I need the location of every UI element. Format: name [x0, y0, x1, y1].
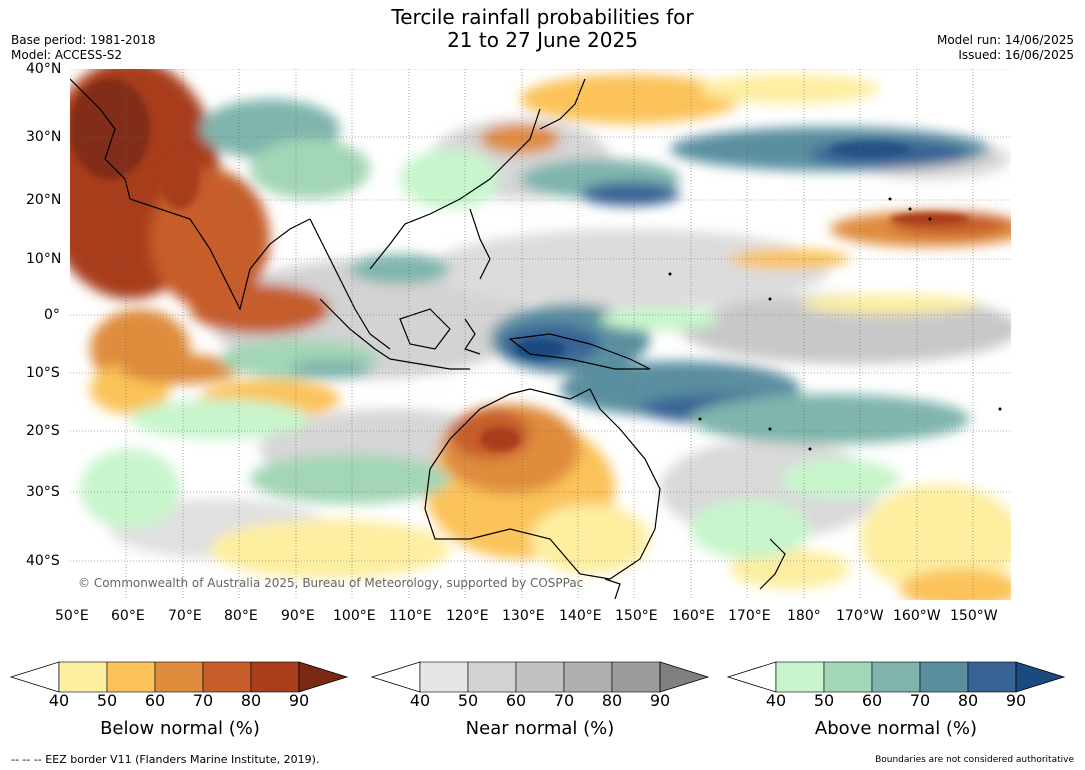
lon-label: 80°E — [224, 608, 258, 624]
colorbar-tick-label: 60 — [505, 691, 527, 710]
colorbar-cell — [919, 661, 969, 693]
colorbar-tick-label: 50 — [813, 691, 835, 710]
lon-label: 110°E — [389, 608, 432, 624]
lon-label: 160°W — [893, 608, 941, 624]
boundaries-footnote: Boundaries are not considered authoritat… — [875, 755, 1074, 765]
lon-label: 70°E — [168, 608, 202, 624]
colorbar-tick-label: 50 — [96, 691, 118, 710]
lon-label: 120°E — [446, 608, 489, 624]
eez-footnote: -- -- -- EEZ border V11 (Flanders Marine… — [11, 753, 320, 766]
colorbar-under-arrow — [726, 661, 777, 693]
map-canvas — [70, 69, 1011, 600]
map-title-line1: Tercile rainfall probabilities for — [391, 5, 694, 29]
colorbar-cell — [563, 661, 613, 693]
lon-label: 180° — [787, 608, 821, 624]
colorbar-tick-label: 50 — [457, 691, 479, 710]
lon-label: 140°E — [559, 608, 602, 624]
colorbar-cell — [515, 661, 565, 693]
colorbar-cell — [106, 661, 156, 693]
lon-label: 50°E — [55, 608, 89, 624]
colorbar-tick-label: 70 — [909, 691, 931, 710]
colorbar-cell — [419, 661, 469, 693]
colorbar-cell — [154, 661, 204, 693]
colorbar-tick-label: 90 — [288, 691, 310, 710]
colorbar-label-above: Above normal (%) — [814, 718, 978, 739]
probability-field — [70, 69, 1011, 600]
colorbar-tick-label: 60 — [861, 691, 883, 710]
lat-label: 40°S — [26, 553, 60, 569]
lon-label: 170°W — [836, 608, 884, 624]
colorbar-tick-label: 80 — [240, 691, 262, 710]
copyright-notice: © Commonwealth of Australia 2025, Bureau… — [78, 576, 584, 590]
lat-label: 30°S — [26, 484, 60, 500]
lon-label: 130°E — [502, 608, 545, 624]
colorbar-near-normal — [370, 661, 710, 693]
colorbar-under-arrow — [370, 661, 421, 693]
lon-label: 170°E — [728, 608, 771, 624]
colorbar-tick-label: 40 — [409, 691, 431, 710]
colorbar-cell — [967, 661, 1017, 693]
lon-label: 150°E — [615, 608, 658, 624]
colorbar-tick-label: 60 — [144, 691, 166, 710]
lat-label: 20°N — [26, 192, 62, 208]
lat-label: 40°N — [26, 61, 62, 77]
lat-label: 10°N — [26, 251, 62, 267]
colorbar-tick-label: 70 — [553, 691, 575, 710]
lon-label: 60°E — [111, 608, 145, 624]
island-dots — [668, 197, 1002, 451]
lon-label: 100°E — [333, 608, 376, 624]
colorbar-over-arrow — [298, 661, 349, 693]
coastlines — [70, 78, 786, 600]
colorbar-tick-label: 40 — [765, 691, 787, 710]
graticule — [70, 69, 1011, 600]
colorbar-over-arrow — [1015, 661, 1066, 693]
lat-label: 20°S — [26, 423, 60, 439]
colorbar-cell — [202, 661, 252, 693]
lon-label: 160°E — [672, 608, 715, 624]
colorbar-cell — [467, 661, 517, 693]
colorbars — [9, 661, 1066, 693]
lon-label: 150°W — [950, 608, 998, 624]
model-run-label: Model run: 14/06/2025 — [936, 33, 1074, 47]
lat-label: 0° — [44, 307, 60, 323]
colorbar-below-normal — [9, 661, 349, 693]
colorbar-under-arrow — [9, 661, 60, 693]
colorbar-above-normal — [726, 661, 1066, 693]
model-label: Model: ACCESS-S2 — [11, 48, 123, 62]
colorbar-tick-label: 70 — [192, 691, 214, 710]
probability-detail — [70, 79, 970, 451]
colorbar-cell — [611, 661, 661, 693]
colorbar-cell — [58, 661, 108, 693]
colorbar-cell — [775, 661, 825, 693]
lat-label: 30°N — [26, 129, 62, 145]
issued-label: Issued: 16/06/2025 — [958, 48, 1074, 62]
base-period-label: Base period: 1981-2018 — [11, 33, 156, 47]
colorbar-cell — [250, 661, 300, 693]
colorbar-tick-label: 90 — [649, 691, 671, 710]
map-title-line2: 21 to 27 June 2025 — [447, 28, 638, 52]
colorbar-tick-label: 80 — [601, 691, 623, 710]
rainfall-probability-map: © Commonwealth of Australia 2025, Bureau… — [70, 69, 1011, 600]
colorbar-label-below: Below normal (%) — [100, 718, 260, 739]
colorbar-over-arrow — [659, 661, 710, 693]
colorbar-tick-label: 90 — [1005, 691, 1027, 710]
colorbar-cell — [823, 661, 873, 693]
colorbar-label-near: Near normal (%) — [465, 718, 615, 739]
colorbar-tick-label: 80 — [957, 691, 979, 710]
colorbar-cell — [871, 661, 921, 693]
lon-label: 90°E — [281, 608, 315, 624]
colorbar-tick-label: 40 — [48, 691, 70, 710]
lat-label: 10°S — [26, 365, 60, 381]
